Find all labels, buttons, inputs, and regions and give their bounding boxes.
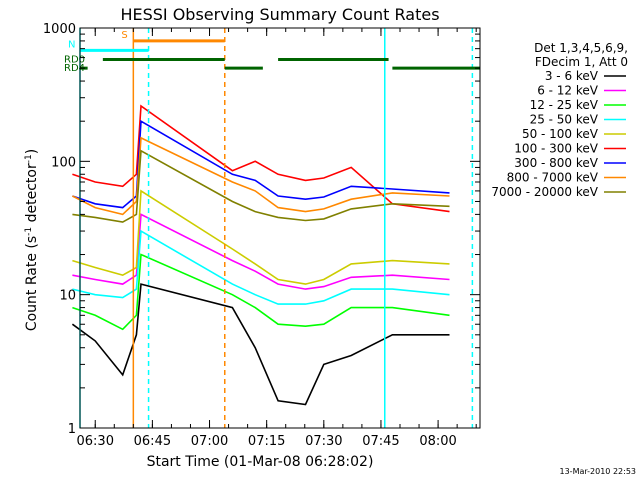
legend-entry-label-1: 3 - 6 keV xyxy=(545,69,599,83)
x-tick-label-6: 07:45 xyxy=(362,434,399,449)
legend-entry-label-8: 800 - 7000 keV xyxy=(507,171,599,185)
series-line-7 xyxy=(72,119,450,209)
x-tick-label-5: 07:30 xyxy=(305,434,342,449)
x-tick-label-1: 06:30 xyxy=(77,434,114,449)
attenuator-label-rd0: RD0 xyxy=(64,55,85,66)
chart-title: HESSI Observing Summary Count Rates xyxy=(120,5,439,24)
x-tick-label-3: 07:00 xyxy=(191,434,228,449)
timestamp: 13-Mar-2010 22:53 xyxy=(560,467,637,476)
legend: Det 1,3,4,5,6,9, FDecim 1, Att 0 3 - 6 k… xyxy=(491,41,628,199)
x-tick-label-7: 08:00 xyxy=(419,434,456,449)
y-tick-label-2: 10 xyxy=(59,289,76,304)
legend-entry-label-4: 25 - 50 keV xyxy=(530,113,599,127)
series-line-4 xyxy=(72,229,450,305)
y-axis-label: Count Rate (s-1 detector-1) xyxy=(24,149,40,331)
attenuator-label-rd4: RD4 xyxy=(64,63,85,74)
series-line-5 xyxy=(72,189,450,285)
marker-label-s: S xyxy=(121,30,127,41)
legend-header-line-2: FDecim 1, Att 0 xyxy=(535,55,628,69)
series-line-6 xyxy=(72,104,450,213)
legend-entry-label-9: 7000 - 20000 keV xyxy=(491,185,598,199)
legend-entry-label-5: 50 - 100 keV xyxy=(522,127,599,141)
legend-header-line-1: Det 1,3,4,5,6,9, xyxy=(534,41,628,55)
series-line-1 xyxy=(71,283,450,406)
series-line-2 xyxy=(72,213,450,290)
y-tick-label-3: 100 xyxy=(51,155,76,170)
plot-frame xyxy=(79,27,481,429)
x-tick-label-4: 07:15 xyxy=(248,434,285,449)
legend-entry-label-3: 12 - 25 keV xyxy=(530,98,599,112)
legend-entry-label-2: 6 - 12 keV xyxy=(537,84,599,98)
y-tick-label-4: 1000 xyxy=(43,22,76,37)
legend-entry-label-6: 100 - 300 keV xyxy=(514,142,598,156)
x-tick-label-2: 06:45 xyxy=(134,434,171,449)
series-line-8 xyxy=(72,136,450,216)
y-tick-label-1: 1 xyxy=(68,422,76,437)
marker-label-n: N xyxy=(68,39,75,50)
x-axis-label: Start Time (01-Mar-08 06:28:02) xyxy=(147,454,374,470)
series-line-3 xyxy=(72,253,450,331)
series-line-9 xyxy=(72,149,450,223)
legend-entry-label-7: 300 - 800 keV xyxy=(514,156,598,170)
